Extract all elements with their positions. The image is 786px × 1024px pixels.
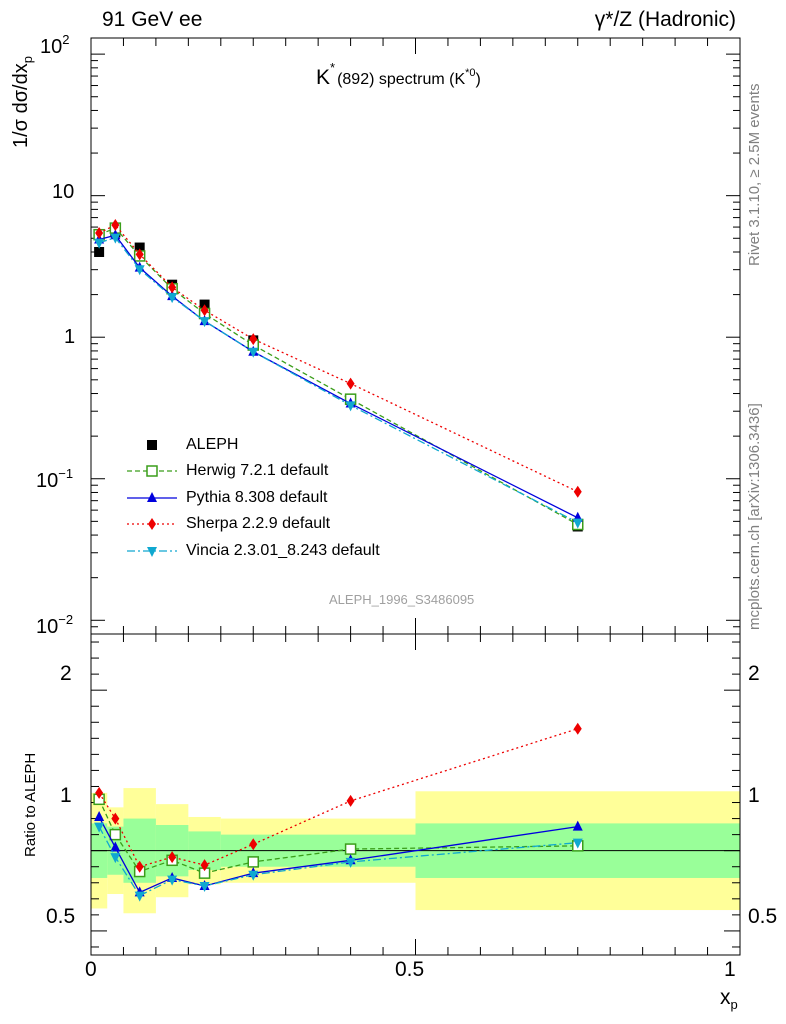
main-point-sherpa xyxy=(95,226,104,239)
main-ylabel-sub: p xyxy=(20,56,35,64)
xlabel-sub: p xyxy=(730,997,738,1013)
main-point-sherpa xyxy=(573,485,582,498)
legend-label-pythia: Pythia 8.308 default xyxy=(186,489,328,506)
main-ytick-10: 10 xyxy=(52,181,75,203)
main-ytick-01: 10−1 xyxy=(36,466,74,492)
ratio-point-sherpa xyxy=(200,859,209,872)
main-point-vincia xyxy=(199,317,210,328)
plot-title-end: ) xyxy=(475,71,481,88)
ratio-point-vincia xyxy=(345,857,356,868)
main-point-vincia xyxy=(572,518,583,529)
main-point-sherpa xyxy=(200,304,209,317)
main-line-sherpa xyxy=(98,224,579,493)
main-point-vincia xyxy=(110,233,121,244)
ratio-point-sherpa xyxy=(346,794,355,807)
ratio-point-sherpa xyxy=(111,812,120,825)
main-ytick-1: 1 xyxy=(64,326,76,348)
main-ylabel: 1/σ dσ/dxp xyxy=(10,56,35,148)
legend-marker-data xyxy=(147,440,157,450)
legend-marker-herwig xyxy=(146,465,158,477)
ratio-series xyxy=(93,722,584,902)
ratio-point-vincia xyxy=(110,853,121,864)
main-series xyxy=(93,219,584,532)
main-point-vincia xyxy=(345,401,356,412)
ratio-point-sherpa xyxy=(135,860,144,873)
main-point-vincia xyxy=(134,265,145,276)
main-ytick-001: 10−2 xyxy=(36,612,74,638)
ratio-point-pythia xyxy=(110,841,121,852)
main-point-sherpa xyxy=(135,248,144,261)
legend-label-data: ALEPH xyxy=(186,436,239,453)
main-line-herwig xyxy=(98,227,579,526)
process-label: γ*/Z (Hadronic) xyxy=(594,8,736,31)
main-ylabel-text: 1/σ dσ/dx xyxy=(10,63,32,148)
ratio-point-vincia xyxy=(94,822,105,833)
legend-symbols xyxy=(127,440,177,557)
ratio-ytick-right-1: 1 xyxy=(748,784,760,807)
legend-label-vincia: Vincia 2.3.01_8.243 default xyxy=(186,542,380,559)
main-point-sherpa xyxy=(346,377,355,390)
mcplots-label: mcplots.cern.ch [arXiv:1306.3436] xyxy=(746,403,763,630)
main-point-vincia xyxy=(94,238,105,249)
ratio-point-vincia xyxy=(167,875,178,886)
main-ytick-100: 102 xyxy=(40,32,70,58)
xtick-0: 0 xyxy=(85,958,97,981)
plot-title-k: K xyxy=(316,66,331,89)
ratio-ytick-left-1: 1 xyxy=(60,784,72,807)
plot-title-star: * xyxy=(330,60,336,75)
main-point-sherpa xyxy=(249,333,258,346)
ratio-ylabel: Ratio to ALEPH xyxy=(22,752,39,857)
rivet-label: Rivet 3.1.10, ≥ 2.5M events xyxy=(746,83,763,267)
legend-marker-vincia xyxy=(147,547,157,557)
analysis-id: ALEPH_1996_S3486095 xyxy=(329,592,475,607)
ratio-point-vincia xyxy=(199,881,210,892)
ratio-point-sherpa xyxy=(573,722,582,735)
main-line-pythia xyxy=(98,234,579,519)
main-point-sherpa xyxy=(168,281,177,294)
main-point-vincia xyxy=(248,347,259,358)
xtick-1: 1 xyxy=(724,958,736,981)
ratio-point-vincia xyxy=(134,891,145,902)
ratio-point-pythia xyxy=(572,820,583,831)
main-point-data xyxy=(134,242,145,253)
ratio-line-herwig xyxy=(98,799,578,874)
ratio-point-vincia xyxy=(572,838,583,849)
ratio-point-pythia xyxy=(94,810,105,821)
ratio-point-sherpa xyxy=(95,786,104,799)
main-point-sherpa xyxy=(111,219,120,232)
plot-title-text: (892) spectrum (K xyxy=(337,71,466,88)
xlabel-text: x xyxy=(720,986,731,1009)
main-point-data xyxy=(94,246,105,257)
main-ticks xyxy=(90,38,741,955)
ratio-point-vincia xyxy=(248,870,259,881)
xlabel: xp xyxy=(720,986,738,1012)
plot-title: K*(892) spectrum (K*0) xyxy=(316,60,481,90)
legend-marker-sherpa xyxy=(148,518,156,530)
main-line-vincia xyxy=(98,236,579,524)
ratio-point-herwig xyxy=(247,856,259,868)
ratio-point-herwig xyxy=(344,843,357,855)
ratio-point-sherpa xyxy=(168,851,177,864)
legend-label-sherpa: Sherpa 2.2.9 default xyxy=(186,515,331,532)
legend-marker-pythia xyxy=(147,492,157,502)
ratio-ytick-left-05: 0.5 xyxy=(46,905,76,928)
ratio-point-herwig xyxy=(109,828,122,841)
energy-label: 91 GeV ee xyxy=(102,8,203,31)
ratio-ytick-right-05: 0.5 xyxy=(748,905,778,928)
ratio-ytick-right-2: 2 xyxy=(748,662,760,685)
xtick-05: 0.5 xyxy=(395,958,425,981)
ratio-point-sherpa xyxy=(249,838,258,851)
ratio-ytick-left-2: 2 xyxy=(60,662,72,685)
legend-label-herwig: Herwig 7.2.1 default xyxy=(186,462,329,479)
main-point-vincia xyxy=(167,293,178,304)
ratio-line-vincia xyxy=(98,826,578,897)
plot-title-sup: *0 xyxy=(465,67,476,79)
